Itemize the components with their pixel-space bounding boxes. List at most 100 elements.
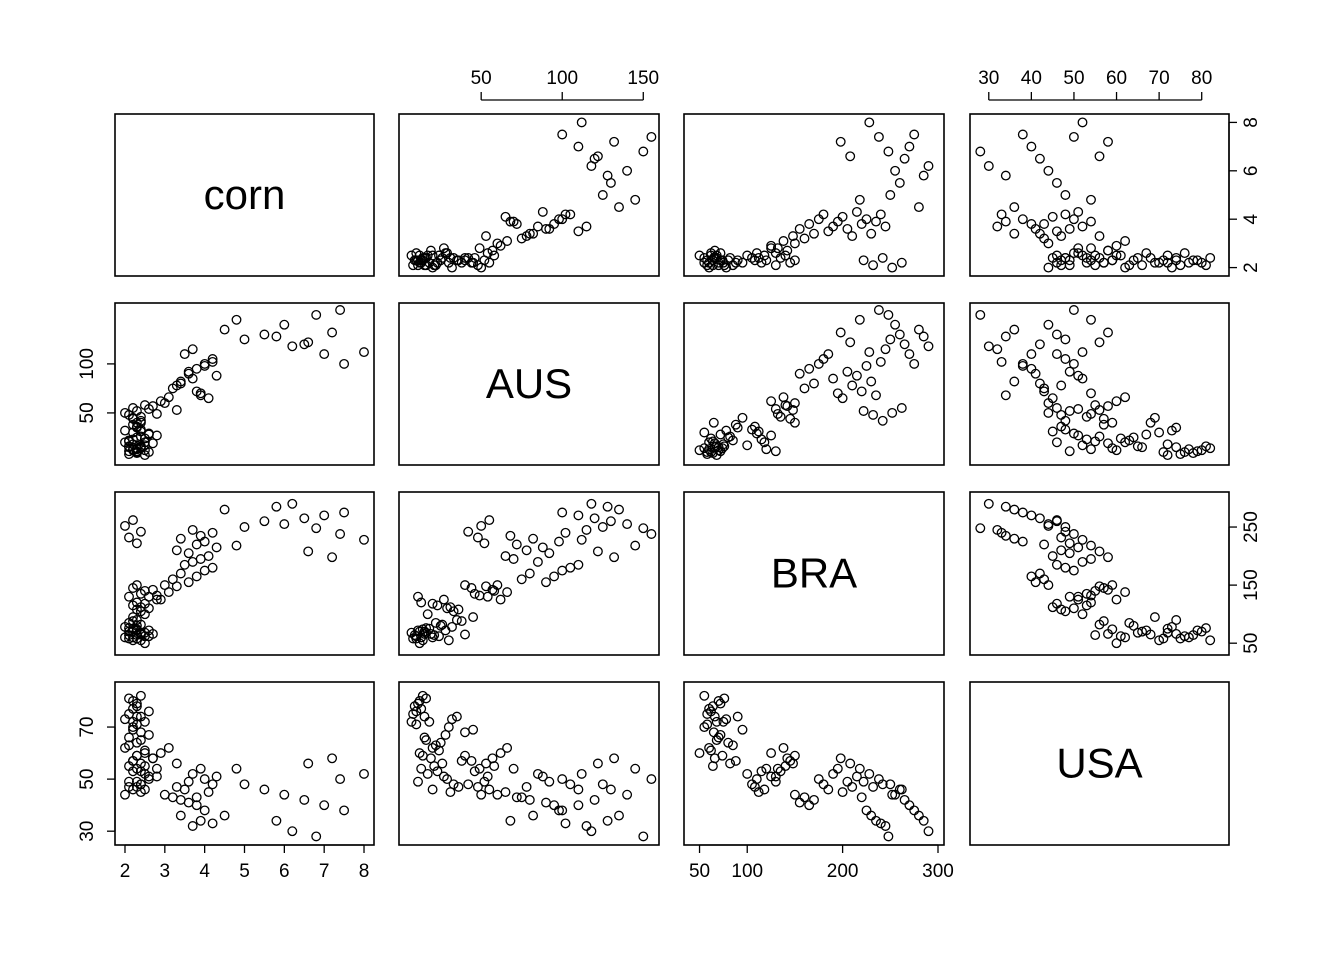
data-point xyxy=(709,711,720,722)
data-point xyxy=(299,794,310,805)
data-point xyxy=(727,740,738,751)
panel-frame xyxy=(398,681,660,846)
data-point xyxy=(1162,439,1173,450)
data-point xyxy=(124,740,134,751)
data-point xyxy=(721,714,732,725)
data-point xyxy=(809,794,819,805)
data-point xyxy=(124,781,134,792)
data-point xyxy=(541,797,551,808)
panel-BRA-vs-USA xyxy=(969,491,1230,656)
data-point xyxy=(1068,305,1079,315)
data-point xyxy=(335,774,346,785)
data-point xyxy=(508,763,519,774)
data-point xyxy=(1000,170,1011,181)
data-point xyxy=(586,498,597,509)
data-point xyxy=(1154,635,1165,646)
data-point xyxy=(823,226,834,237)
data-point xyxy=(495,594,506,605)
data-point xyxy=(799,792,810,803)
data-point xyxy=(832,216,843,227)
data-point xyxy=(866,228,877,239)
data-point xyxy=(416,632,427,643)
data-point xyxy=(124,732,134,743)
data-point xyxy=(597,522,608,532)
data-point xyxy=(1026,571,1037,582)
data-point xyxy=(856,792,867,803)
data-point xyxy=(131,776,142,787)
data-point xyxy=(614,202,624,213)
data-point xyxy=(219,324,230,335)
data-point xyxy=(528,810,539,821)
diagonal-label-USA: USA xyxy=(1056,740,1142,787)
data-point xyxy=(885,190,896,200)
data-point xyxy=(528,228,539,239)
tick-label: 100 xyxy=(77,348,98,380)
data-point xyxy=(1179,248,1190,259)
data-point xyxy=(1056,532,1067,543)
data-point xyxy=(708,417,719,428)
data-point xyxy=(447,262,457,273)
tick-label: 6 xyxy=(1241,166,1262,177)
data-point xyxy=(1068,131,1079,142)
data-point xyxy=(135,628,146,639)
panel-USA-vs-USA: USA xyxy=(969,681,1230,846)
data-point xyxy=(1000,331,1011,342)
tick-label: 250 xyxy=(1241,511,1262,543)
data-point xyxy=(823,784,834,795)
data-point xyxy=(187,524,198,535)
data-point xyxy=(469,252,480,263)
data-point xyxy=(747,252,757,263)
data-point xyxy=(842,776,853,787)
data-point xyxy=(983,498,994,509)
data-point xyxy=(466,755,477,766)
data-point xyxy=(1094,405,1105,415)
data-point xyxy=(1009,376,1020,387)
data-point xyxy=(429,630,440,641)
data-point xyxy=(837,211,848,222)
data-point xyxy=(818,209,829,220)
data-point xyxy=(592,546,603,557)
data-point xyxy=(481,231,491,242)
data-point xyxy=(207,818,218,829)
data-point xyxy=(609,753,620,764)
data-point xyxy=(1060,415,1071,426)
data-point xyxy=(1073,594,1084,605)
data-point xyxy=(171,581,182,592)
panel-AUS-vs-corn xyxy=(114,302,375,466)
data-point xyxy=(782,245,793,256)
data-point xyxy=(1077,556,1088,567)
right-axis-BRA: 50 150 250 xyxy=(1228,511,1262,654)
data-point xyxy=(1017,360,1028,371)
data-point xyxy=(1068,603,1079,614)
data-point xyxy=(500,551,511,562)
data-point xyxy=(772,408,783,419)
data-point xyxy=(845,758,856,769)
data-point xyxy=(502,587,513,598)
bottom-axis-BRA: 50 100 200 300 xyxy=(689,844,954,882)
data-point xyxy=(175,810,186,821)
data-point xyxy=(742,250,753,261)
data-point xyxy=(207,527,218,538)
data-point xyxy=(1107,443,1118,454)
data-point xyxy=(788,758,798,769)
data-point xyxy=(489,585,500,596)
data-point xyxy=(847,231,858,242)
data-point xyxy=(1056,545,1067,556)
data-point xyxy=(187,821,198,831)
data-point xyxy=(725,431,736,442)
data-point xyxy=(131,417,142,428)
tick-label: 70 xyxy=(1149,68,1170,89)
data-point xyxy=(887,262,898,273)
data-point xyxy=(832,388,843,399)
data-point xyxy=(809,228,819,239)
data-point xyxy=(766,430,777,441)
data-point xyxy=(719,260,730,271)
data-point xyxy=(469,588,480,599)
data-point xyxy=(622,165,633,176)
data-point xyxy=(871,815,881,826)
data-point xyxy=(873,131,884,142)
data-point xyxy=(887,789,898,800)
data-point xyxy=(460,580,470,591)
data-point xyxy=(1086,444,1096,455)
data-point xyxy=(992,524,1003,535)
